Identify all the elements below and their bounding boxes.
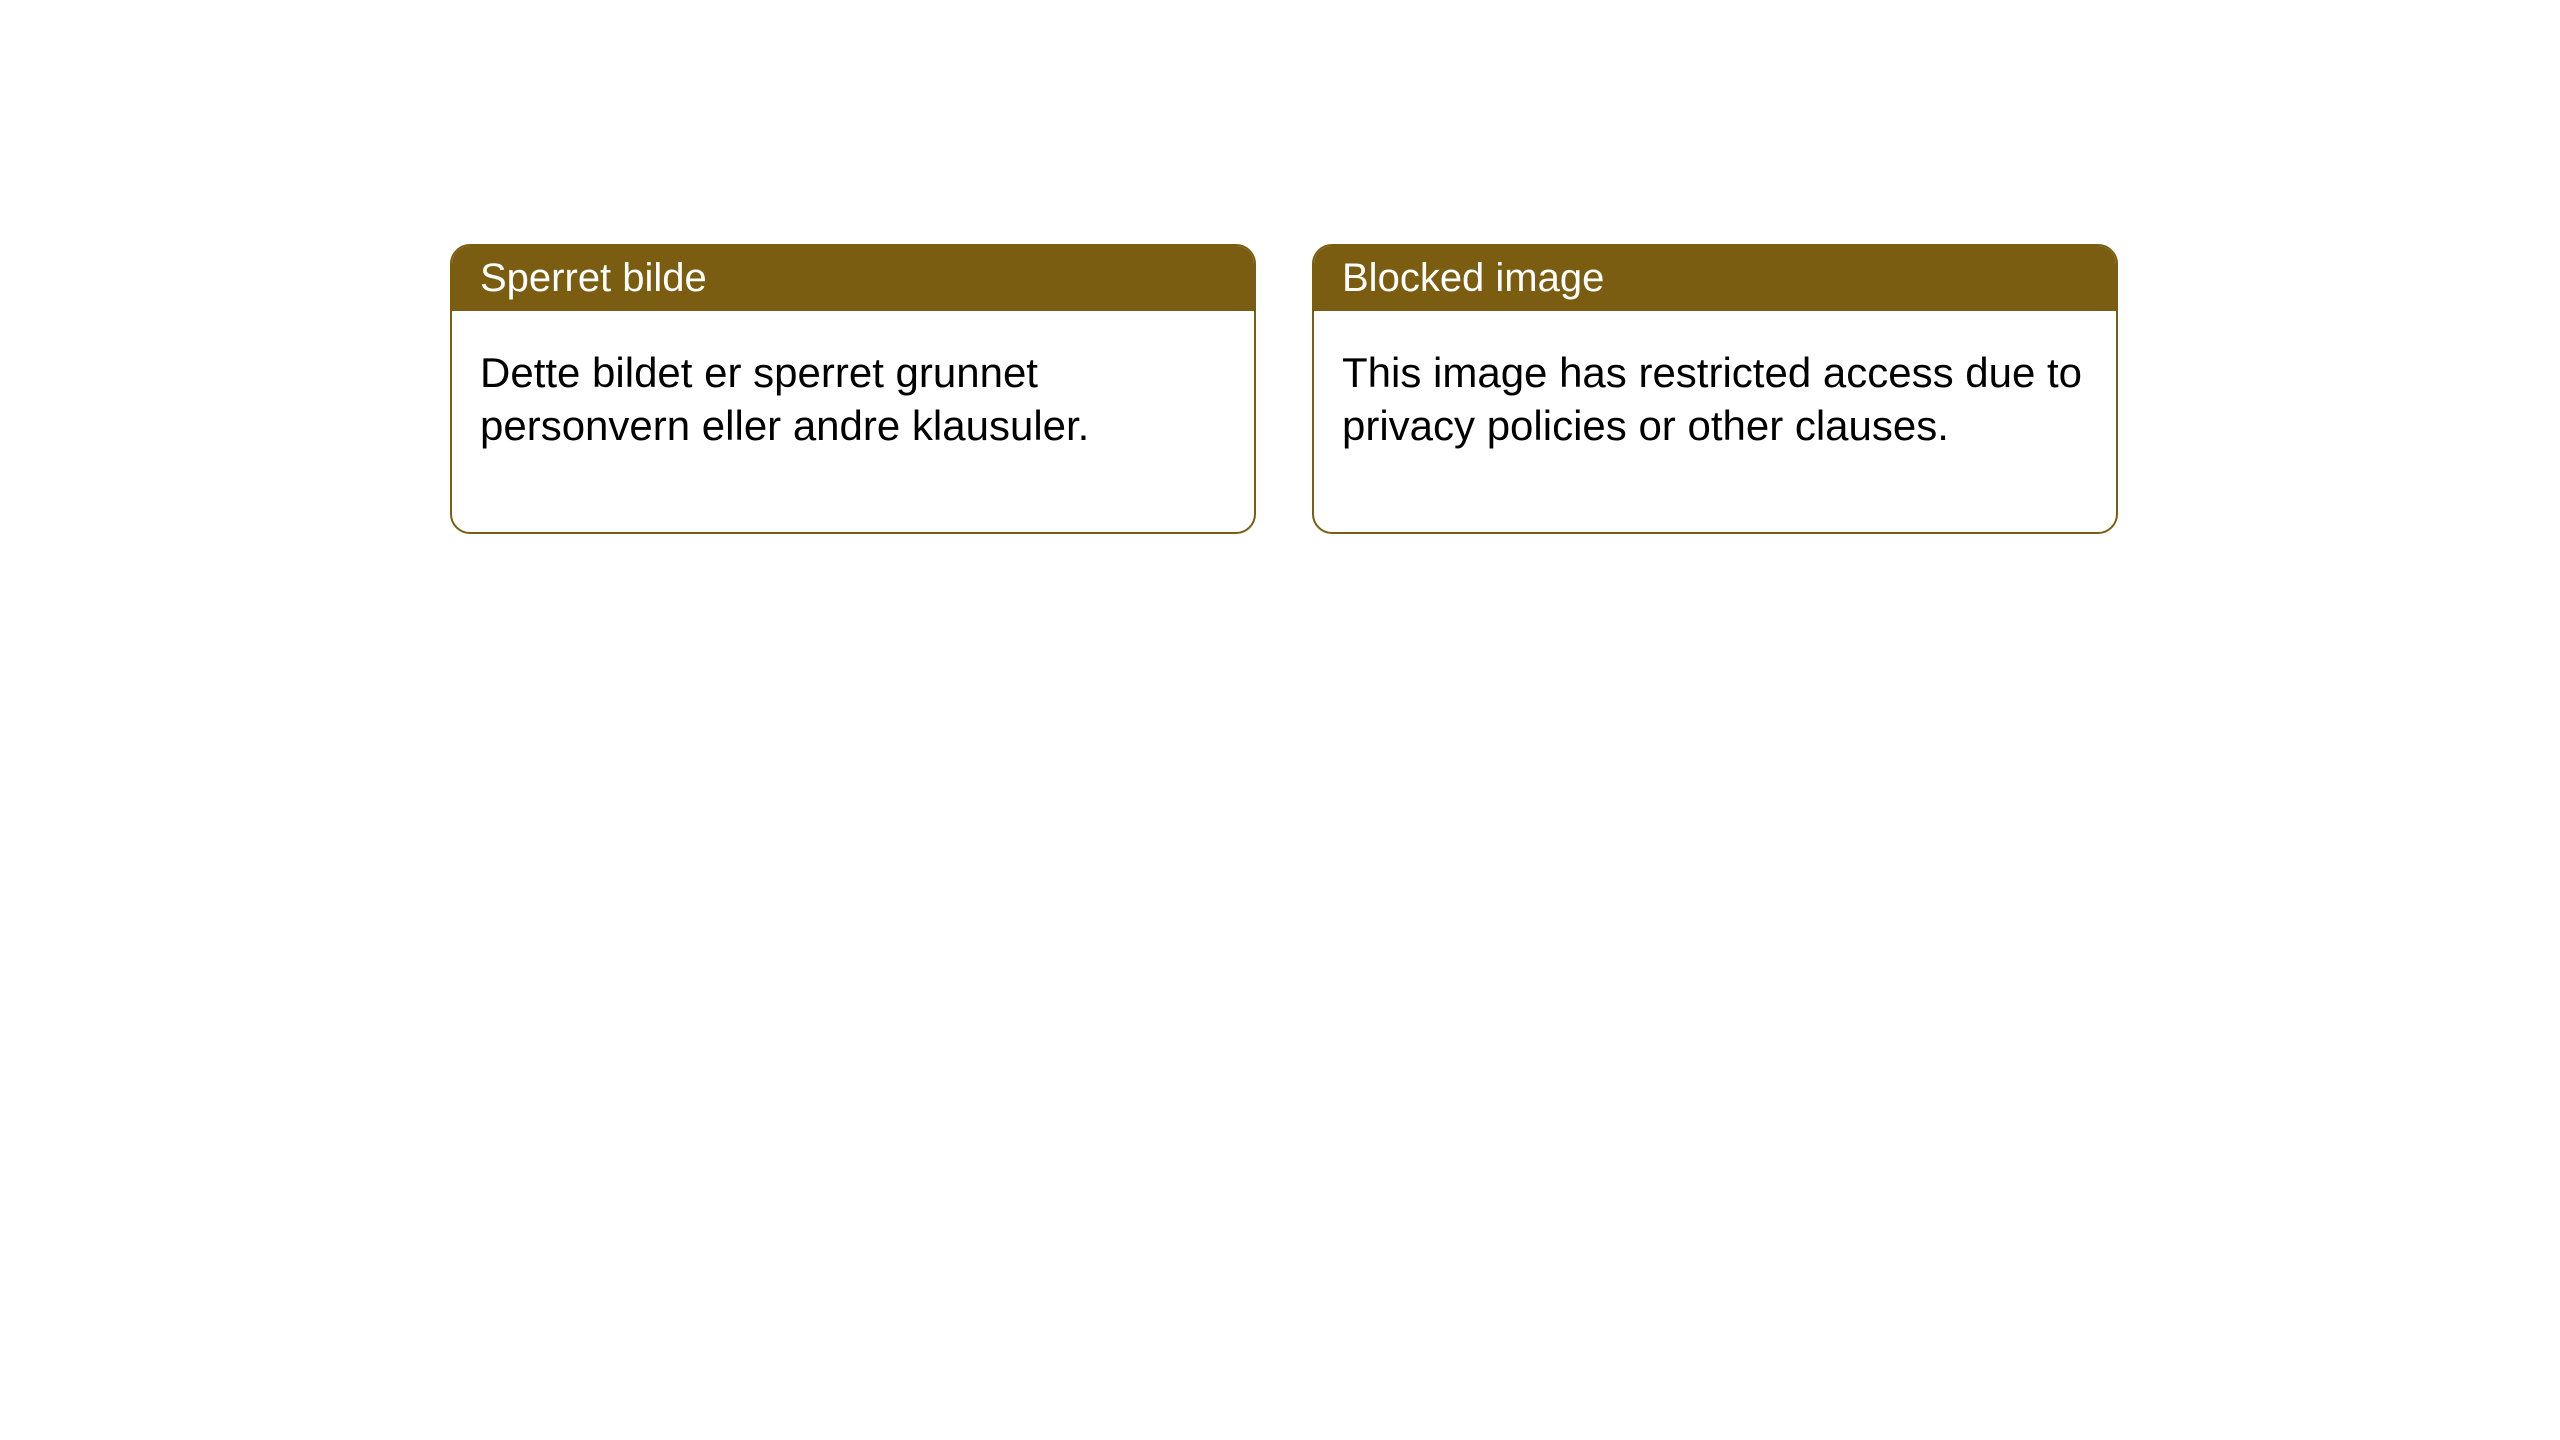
notice-cards-container: Sperret bilde Dette bildet er sperret gr… bbox=[0, 0, 2560, 534]
card-body-text: This image has restricted access due to … bbox=[1342, 349, 2082, 449]
card-title: Blocked image bbox=[1342, 256, 1604, 300]
blocked-image-card-no: Sperret bilde Dette bildet er sperret gr… bbox=[450, 244, 1256, 534]
card-body: Dette bildet er sperret grunnet personve… bbox=[452, 311, 1254, 532]
card-body-text: Dette bildet er sperret grunnet personve… bbox=[480, 349, 1089, 449]
card-title: Sperret bilde bbox=[480, 256, 707, 300]
card-header: Sperret bilde bbox=[452, 246, 1254, 311]
blocked-image-card-en: Blocked image This image has restricted … bbox=[1312, 244, 2118, 534]
card-body: This image has restricted access due to … bbox=[1314, 311, 2116, 532]
card-header: Blocked image bbox=[1314, 246, 2116, 311]
